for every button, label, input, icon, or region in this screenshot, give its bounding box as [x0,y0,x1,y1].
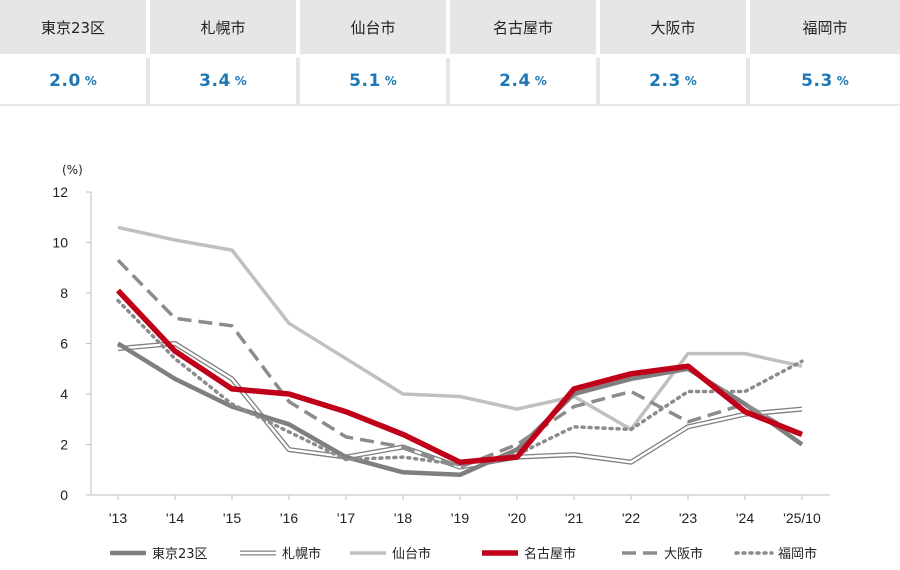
summary-col-sapporo: 札幌市 3.4% [150,0,296,106]
y-tick-label: 8 [60,285,68,301]
series-line-名古屋市 [115,288,804,465]
legend-label: 大阪市 [664,546,703,562]
legend-label: 札幌市 [282,546,321,562]
legend-item: 東京23区 [110,546,208,562]
y-unit-label: (%) [62,163,83,177]
summary-unit: % [84,74,97,88]
legend-item: 大阪市 [622,546,703,562]
summary-col-sendai: 仙台市 5.1% [300,0,446,106]
series-line-札幌市 [117,341,803,470]
summary-col-nagoya: 名古屋市 2.4% [450,0,596,106]
summary-city-label: 名古屋市 [450,0,596,54]
x-tick-label: '17 [337,510,355,526]
chart-legend: 東京23区 札幌市 仙台市 名古屋市 大阪市 福岡市 [110,546,817,562]
x-tick-label: '15 [223,510,241,526]
summary-value: 2.4% [450,58,596,106]
legend-label: 福岡市 [778,546,817,562]
x-tick-label: '19 [451,510,469,526]
y-tick-label: 0 [60,487,68,503]
legend-item: 仙台市 [350,546,431,562]
legend-label: 仙台市 [392,546,431,562]
summary-city-label: 福岡市 [750,0,900,54]
summary-value: 2.3% [600,58,746,106]
series-line-inner-札幌市 [117,342,803,469]
y-tick-label: 6 [60,336,68,352]
summary-city-label: 東京23区 [0,0,146,54]
y-tick-label: 2 [60,437,68,453]
legend-item: 福岡市 [734,546,817,562]
x-tick-label: '14 [166,510,184,526]
y-tick-label: 10 [52,235,68,251]
summary-unit: % [384,74,397,88]
summary-unit: % [534,74,547,88]
series-line-仙台市 [117,225,803,432]
summary-value: 3.4% [150,58,296,106]
x-tick-label: '20 [508,510,526,526]
summary-divider [296,58,300,106]
x-tick-label: '16 [280,510,298,526]
summary-unit: % [234,74,247,88]
x-tick-label: '23 [679,510,697,526]
series-line-東京23区 [116,341,804,478]
summary-divider [746,58,750,106]
x-tick-label: '13 [109,510,127,526]
summary-col-fukuoka: 福岡市 5.3% [750,0,900,106]
chart-axes: 0 2 4 6 8 10 12 (%) '13 '14 '15 '16 '17 '18 '19 '20 '21 '… [52,163,830,526]
summary-rate: 2.4 [499,71,531,91]
summary-rate: 2.0 [49,71,81,91]
summary-value: 2.0% [0,58,146,106]
summary-col-osaka: 大阪市 2.3% [600,0,746,106]
line-chart: 0 2 4 6 8 10 12 (%) '13 '14 '15 '16 '17 '18 '19 '20 '21 '… [52,163,830,562]
summary-table: 東京23区 2.0% 札幌市 3.4% 仙台市 5.1% 名古屋市 2.4% 大… [0,0,900,106]
summary-city-label: 札幌市 [150,0,296,54]
summary-divider [596,58,600,106]
summary-city-label: 大阪市 [600,0,746,54]
legend-item: 名古屋市 [482,546,576,562]
x-tick-label: '21 [565,510,583,526]
summary-rate: 3.4 [199,71,231,91]
x-tick-label: '24 [736,510,754,526]
summary-rate: 5.1 [349,71,381,91]
summary-city-label: 仙台市 [300,0,446,54]
summary-value: 5.3% [750,58,900,106]
legend-label: 名古屋市 [524,546,576,562]
summary-rate: 2.3 [649,71,681,91]
summary-value: 5.1% [300,58,446,106]
legend-label: 東京23区 [152,546,208,562]
summary-col-tokyo: 東京23区 2.0% [0,0,146,106]
x-tick-label: '22 [622,510,640,526]
y-tick-label: 4 [60,386,68,402]
chart-series [115,225,804,478]
x-tick-label: '18 [394,510,412,526]
legend-item: 札幌市 [240,546,321,562]
y-tick-label: 12 [52,184,68,200]
summary-unit: % [836,74,849,88]
x-tick-label: '25/10 [783,510,821,526]
summary-divider [446,58,450,106]
summary-unit: % [684,74,697,88]
summary-divider [146,58,150,106]
summary-rate: 5.3 [801,71,833,91]
series-line-大阪市 [116,258,803,469]
